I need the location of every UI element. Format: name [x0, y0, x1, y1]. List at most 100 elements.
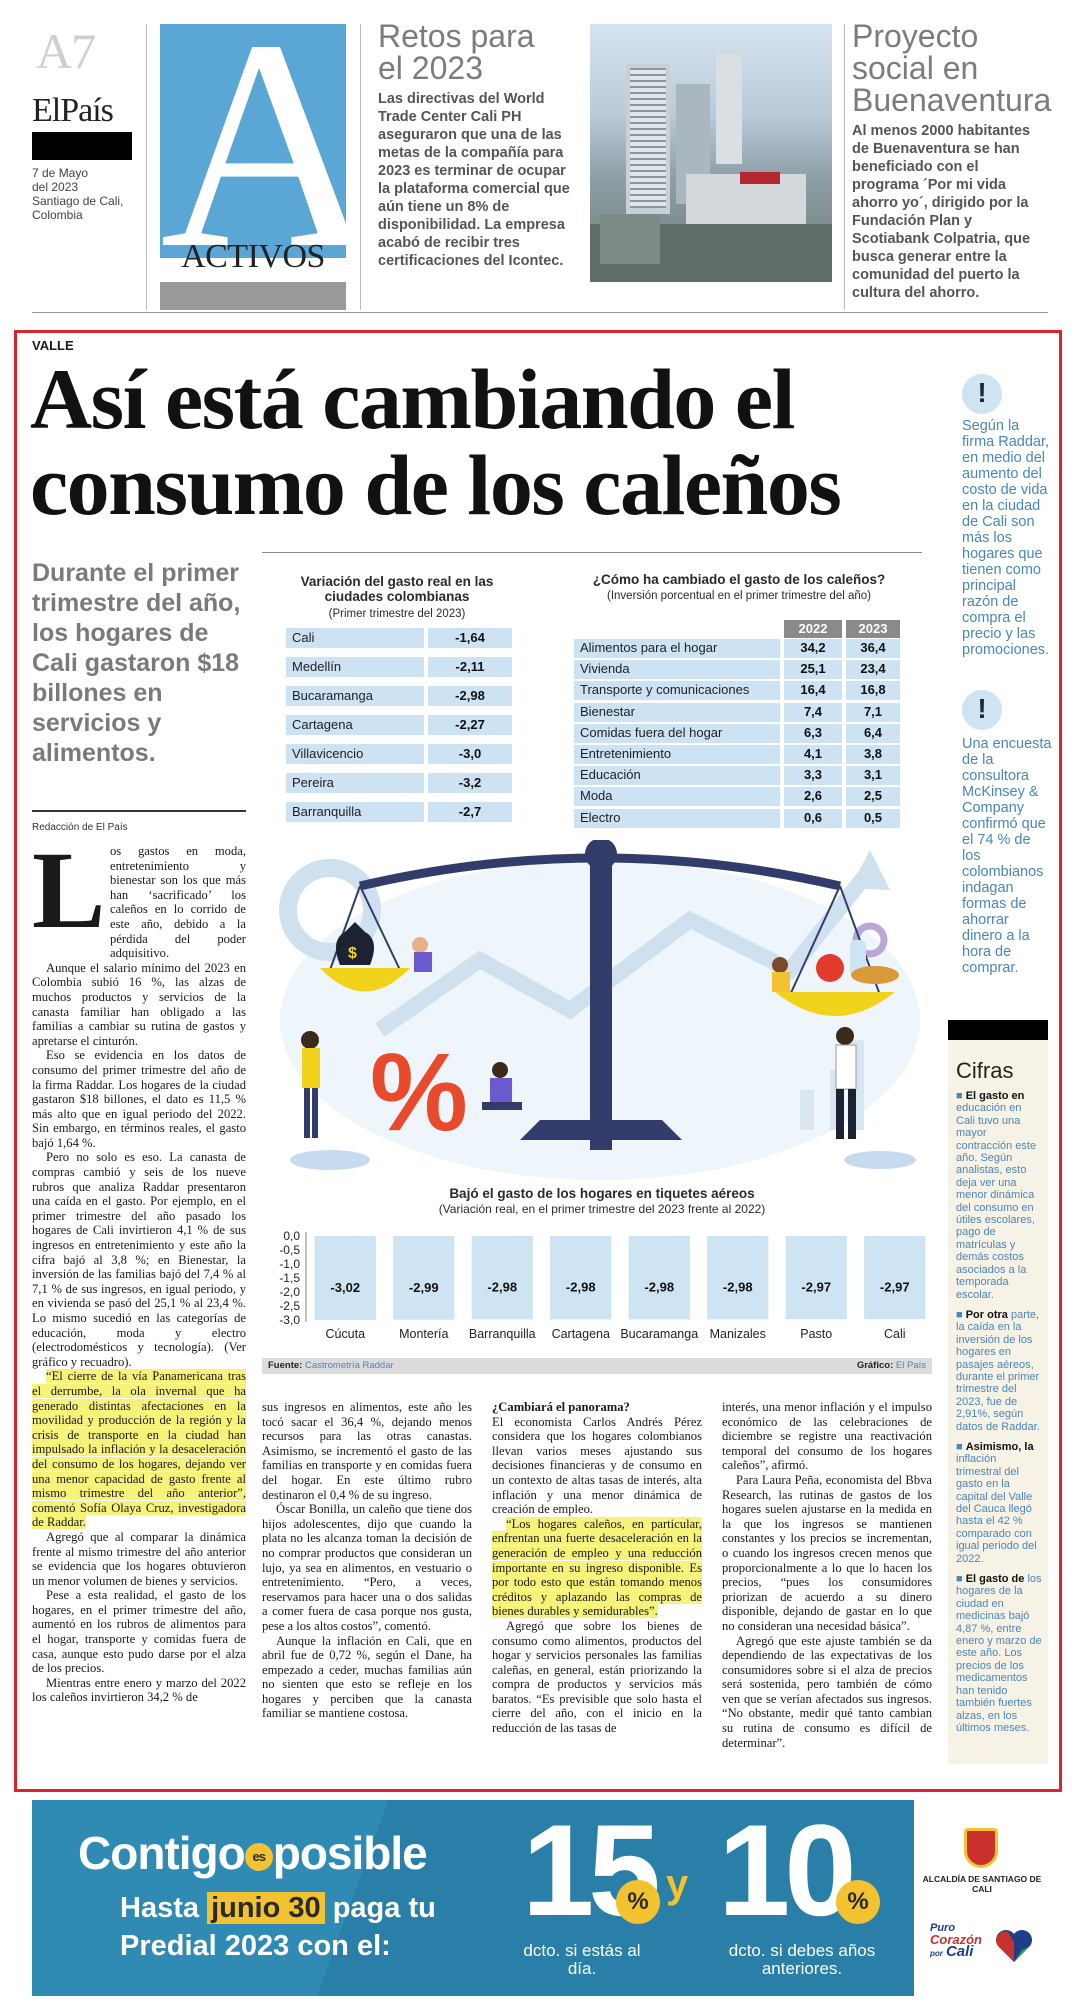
category-label: Manizales [710, 1327, 766, 1341]
value-2023: 36,4 [846, 639, 900, 658]
spending-item: Bienestar [574, 702, 780, 722]
paragraph: Mientras entre enero y marzo del 2022 lo… [32, 1675, 246, 1705]
paragraph: os gastos en moda, entretenimiento y bie… [110, 844, 246, 961]
table-row: Moda 2,6 2,5 [574, 787, 900, 807]
city-value: -1,64 [428, 628, 512, 648]
edition-date: 7 de Mayo del 2023 Santiago de Cali, Col… [32, 166, 124, 222]
paragraph: sus ingresos en alimentos, este año les … [262, 1400, 472, 1502]
article-headline: Así está cambiando el consumo de los cal… [30, 351, 842, 533]
table-row: Barranquilla -2,7 [286, 802, 512, 822]
value-2022: 0,6 [784, 808, 842, 828]
value-2022: 6,3 [784, 723, 842, 743]
city-seal-icon [964, 1828, 998, 1868]
paragraph: Agregó que este ajuste también se da dep… [722, 1633, 932, 1750]
table-row: Cartagena -2,27 [286, 715, 512, 735]
alert-icon [962, 690, 1002, 730]
chart-footer: Fuente: Castrometría Raddar Gráfico: El … [262, 1358, 932, 1374]
article-deck: Durante el primer trimestre del año, los… [32, 559, 241, 767]
bar-value-label: -2,98 [644, 1280, 674, 1295]
city-name: Medellín [286, 657, 424, 677]
divider [360, 24, 361, 310]
y-tick-label: 0,0 [283, 1229, 300, 1243]
category-label: Cúcuta [325, 1327, 365, 1341]
heart-icon [996, 1930, 1032, 1962]
percent-badge: % [836, 1880, 880, 1924]
teaser-title: Proyecto social en Buenaventura [852, 18, 1052, 118]
value-2023: 23,4 [846, 660, 900, 680]
cities-table-title: Variación del gasto real en las ciudades… [300, 574, 494, 604]
table-row: Medellín -2,11 [286, 657, 512, 677]
bar-value-label: -2,98 [487, 1280, 517, 1295]
paragraph: Aunque el salario mínimo del 2023 en Col… [32, 960, 246, 1048]
table-row: Pereira -3,2 [286, 773, 512, 793]
paragraph: Eso se evidencia en los datos de consumo… [32, 1048, 246, 1150]
value-2023: 0,5 [846, 808, 900, 828]
y-tick-label: -1,5 [279, 1271, 300, 1285]
city-name: Cartagena [286, 715, 424, 735]
bar [314, 1236, 376, 1320]
ad-sponsor: ALCALDÍA DE SANTIAGO DE CALI Puro Corazó… [914, 1800, 1048, 1996]
city-name: Barranquilla [286, 802, 424, 822]
paragraph: Aunque la inflación en Cali, que en abri… [262, 1633, 472, 1721]
table-row: Bienestar 7,4 7,1 [574, 702, 900, 722]
drop-cap: L [32, 829, 106, 951]
ad-line-1: Hasta junio 30 paga tu [120, 1892, 436, 1924]
city-value: -2,27 [428, 715, 512, 735]
percent-badge: % [616, 1880, 660, 1924]
city-value: -3,2 [428, 773, 512, 793]
ad-headline: Contigo es posible [78, 1827, 428, 1879]
value-2023: 2,5 [846, 787, 900, 807]
page-number: A7 [36, 23, 96, 79]
bar-value-label: -2,98 [723, 1280, 753, 1295]
city-name: Bucaramanga [286, 686, 424, 706]
column-header: 2022 [784, 620, 842, 638]
source-label: Fuente: [268, 1360, 303, 1371]
sidebar-note: Según la firma Raddar, en medio del aume… [962, 418, 1050, 658]
y-tick-label: -0,5 [279, 1243, 300, 1257]
city-value: -2,11 [428, 657, 512, 677]
category-label: Bucaramanga [620, 1327, 698, 1341]
spending-table-title: ¿Cómo ha cambiado el gasto de los caleño… [592, 572, 886, 587]
bar [707, 1236, 769, 1320]
category-label: Barranquilla [469, 1327, 536, 1341]
chart-subtitle: (Variación real, en el primer trimestre … [438, 1202, 766, 1216]
spending-item: Entretenimiento [574, 745, 780, 764]
ad-and: y [666, 1862, 689, 1906]
credit-label: Gráfico: [856, 1360, 894, 1371]
sponsor-slogan: Puro Corazón por Cali [930, 1922, 982, 1960]
teaser-body: Al menos 2000 habitantes de Buenaventura… [852, 123, 1031, 301]
article-column-4: interés, una menor inflación y el impuls… [722, 1400, 932, 1750]
sidebar-note: Una encuesta de la consultora McKinsey &… [962, 736, 1052, 976]
value-2022: 3,3 [784, 766, 842, 786]
bar-value-label: -2,97 [880, 1280, 910, 1295]
city-value: -3,0 [428, 744, 512, 764]
article-column-2: sus ingresos en alimentos, este año les … [262, 1400, 472, 1721]
cifras-list: ■ El gasto en educación en Cali tuvo una… [956, 1090, 1042, 1734]
city-value: -2,98 [428, 686, 512, 706]
ad-caption-1: dcto. si estás al día. [523, 1941, 641, 1978]
cifras-title: Cifras [956, 1058, 1014, 1083]
predial-advertisement[interactable]: Contigo es posible Hasta junio 30 paga tu … [32, 1800, 914, 1996]
teaser-title: Retos para el 2023 [378, 18, 535, 86]
chart-title: Bajó el gasto de los hogares en tiquetes… [449, 1186, 755, 1201]
value-2023: 3,1 [846, 766, 900, 786]
cifras-item: ■ Por otra parte, la caída en la inversi… [956, 1308, 1040, 1433]
article-column-1: os gastos en moda, entretenimiento y bie… [32, 844, 246, 1705]
bar [785, 1236, 847, 1320]
category-label: Montería [399, 1327, 448, 1341]
bar-value-label: -2,99 [409, 1280, 439, 1295]
table-rule [262, 552, 922, 553]
value-2022: 25,1 [784, 660, 842, 680]
chart-source: Castrometría Raddar [304, 1360, 394, 1371]
category-label: Cali [884, 1327, 906, 1341]
value-2022: 34,2 [784, 639, 842, 658]
paragraph: interés, una menor inflación y el impuls… [722, 1400, 932, 1473]
paragraph: Agregó que sobre los bienes de consumo c… [492, 1618, 702, 1736]
city-name: Villavicencio [286, 744, 424, 764]
cifras-item: ■ El gasto en educación en Cali tuvo una… [956, 1090, 1037, 1301]
paragraph: El economista Carlos Andrés Pérez consid… [492, 1414, 702, 1517]
value-2023: 7,1 [846, 702, 900, 722]
bar-value-label: -2,98 [566, 1280, 596, 1295]
paragraph: Óscar Bonilla, un caleño que tiene dos h… [262, 1502, 472, 1633]
divider [844, 24, 845, 310]
